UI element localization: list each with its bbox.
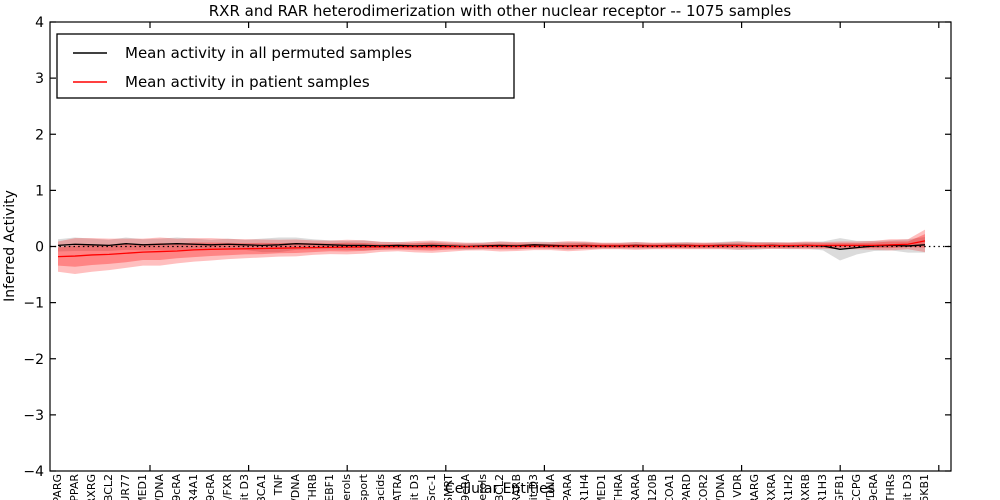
x-tick-label: mol:Bile acids — [374, 474, 387, 500]
x-tick-label: cholesterol transport — [357, 473, 370, 500]
x-tick-label: TNF — [272, 474, 285, 496]
plot-area: 4 3 2 1 0 −1 −2 −3 −4 PPARG RXRs/PPAR RXRG RXRs/NUR7… — [23, 15, 951, 500]
x-tick-label: RXRs/PPAR/9cRA/PGJ2/DNA — [153, 474, 166, 500]
x-tick-label: PPARG — [51, 474, 64, 500]
y-tick-label: −4 — [23, 464, 44, 480]
x-tick-label: VDR/Vit D3/DNA — [544, 474, 557, 500]
patient-outer-band — [58, 229, 925, 275]
x-tick-label: RXRs/LXRs/DNA/Oxysterols — [340, 474, 353, 500]
plot-border — [49, 21, 952, 472]
x-tick-label: ABCA1 — [255, 474, 268, 500]
x-tick-label: PPARA — [561, 474, 574, 500]
y-tick-label: −3 — [23, 408, 44, 424]
patient-mean-line — [57, 240, 926, 258]
x-tick-label: BCL2 — [493, 474, 506, 500]
legend-box — [56, 33, 515, 99]
x-tick-label: RARs/THRs/DNA/Src-1 — [425, 474, 438, 500]
x-tick-label: RXRs/VDR/DNA/Vit D3 — [238, 474, 251, 500]
y-axis-label: Inferred Activity — [2, 190, 18, 302]
x-tick-label: RARs/THRs — [884, 474, 897, 500]
y-tick-label: 0 — [35, 240, 44, 256]
x-tick-label: RXRs/LXRs/DNA — [289, 474, 302, 500]
x-tick-label: NCOA1 — [663, 474, 676, 500]
legend: Mean activity in all permuted samples Me… — [56, 33, 515, 99]
y-tick-label: 3 — [35, 71, 44, 87]
x-tick-label: THRB — [306, 474, 319, 500]
x-tick-label: RXRs/FXR — [221, 474, 234, 500]
x-tick-label: RXR alpha/CCPG — [850, 474, 863, 500]
x-tick-label: NR1H3 — [816, 474, 829, 500]
x-tick-label: VDR — [731, 474, 744, 498]
x-tick-label: RXRs/NUR77 — [119, 474, 132, 500]
x-tick-label: NR1H4 — [578, 474, 591, 500]
y-tick-label: 1 — [35, 183, 44, 199]
x-tick-label: NR4A1 — [187, 474, 200, 500]
y-tick-label: 2 — [35, 127, 44, 143]
x-tick-label: mol:ATRA — [391, 474, 404, 500]
legend-entry-permuted: Mean activity in all permuted samples — [73, 44, 412, 62]
x-tick-label: MED1 — [595, 474, 608, 500]
x-tick-label: RXRB — [799, 474, 812, 500]
x-tick-label: NR1H2 — [782, 474, 795, 500]
x-tick-label: VDR/VDR/Vit D3 — [527, 474, 540, 500]
x-tick-label: NCOR2 — [697, 474, 710, 500]
x-tick-label: TGFB1 — [833, 474, 846, 500]
x-tick-label: mol:Oxysterols — [476, 474, 489, 500]
x-tick-label: mol:9cRA — [459, 474, 472, 500]
legend-label-permuted: Mean activity in all permuted samples — [125, 44, 412, 62]
permuted-std-band — [58, 236, 925, 261]
x-tick-label: VDR/VDR/DNA — [714, 474, 727, 500]
x-tick-label: FAM120B — [646, 474, 659, 500]
x-tick-label: RXRs/NUR77/BCL2 — [102, 474, 115, 500]
x-tick-label: RXRs/LXRs/DNA/9cRA — [204, 474, 217, 500]
x-tick-label: RARs/THRs/DNA/SMRT — [442, 474, 455, 500]
x-tick-label: THRA — [612, 474, 625, 500]
legend-entry-patient: Mean activity in patient samples — [73, 73, 370, 91]
y-tick-label: −2 — [23, 352, 44, 368]
x-tick-label: RPS6KB1 — [918, 474, 931, 500]
x-tick-label: PPARD — [680, 474, 693, 500]
x-tick-label: SREBF1 — [323, 474, 336, 500]
x-tick-label: RARA — [629, 474, 642, 500]
x-tick-label: RARB — [510, 474, 523, 500]
x-tick-label: RXRs/RXRs/DNA/9cRA — [170, 474, 183, 500]
x-tick-label: RARs/RARs/DNA/9cRA — [867, 474, 880, 500]
patient-inner-band — [58, 234, 925, 267]
y-tick-label: −1 — [23, 296, 44, 312]
x-tick-label: mol:Vit D3 — [408, 474, 421, 500]
x-tick-label: RXRs/PPAR — [68, 474, 81, 500]
y-tick-label: 4 — [35, 15, 44, 31]
x-tick-label: RXRG — [85, 474, 98, 500]
chart-title: RXR and RAR heterodimerization with othe… — [209, 2, 792, 20]
legend-label-patient: Mean activity in patient samples — [125, 73, 370, 91]
x-tick-label: RARG — [748, 474, 761, 500]
x-axis-label: Cellular Entities — [445, 481, 555, 497]
x-tick-label: RARs/VDR/DNA/Vit D3 — [901, 474, 914, 500]
x-tick-label: RXRA — [765, 474, 778, 500]
x-tick-label: RXRs/FXR/9cRA/MED1 — [136, 474, 149, 500]
